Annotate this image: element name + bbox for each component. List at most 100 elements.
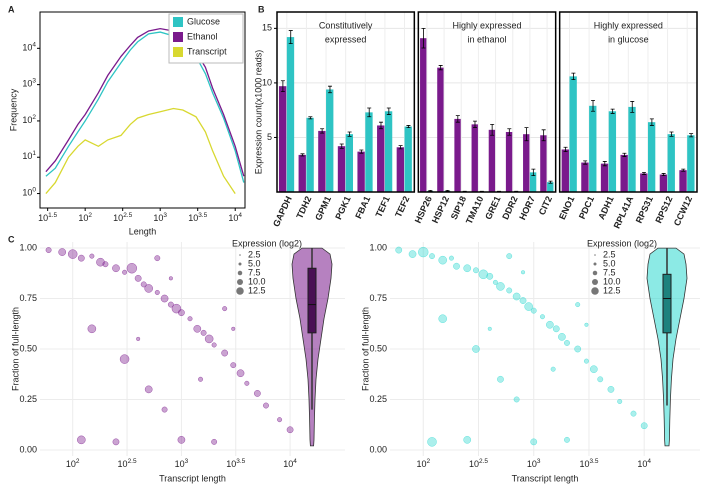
error-bar — [541, 129, 546, 142]
point — [574, 345, 582, 353]
error-bar — [642, 171, 647, 175]
bar — [377, 125, 385, 192]
bar — [659, 174, 668, 192]
y-tick-label: 0.50 — [369, 343, 387, 353]
point — [486, 272, 494, 280]
group-frame — [558, 11, 698, 193]
point — [473, 267, 479, 274]
bar — [600, 163, 609, 192]
panel-label: B — [258, 4, 265, 14]
bar — [437, 67, 444, 192]
bar — [608, 111, 617, 192]
point — [168, 276, 173, 281]
legend-size — [592, 270, 598, 276]
error-bar — [378, 121, 383, 130]
x-tick-label: 102.5 — [469, 458, 488, 470]
bar — [286, 37, 295, 192]
point — [198, 376, 204, 382]
x-tick-label: TEF1 — [374, 195, 392, 219]
bar — [454, 118, 461, 192]
point — [597, 376, 604, 383]
legend-swatch — [173, 17, 183, 27]
point — [496, 282, 505, 291]
bar — [318, 130, 326, 192]
point — [552, 325, 560, 333]
bar — [589, 105, 597, 192]
error-bar — [649, 118, 654, 126]
bar — [306, 117, 314, 192]
point — [140, 281, 147, 288]
point — [520, 270, 526, 275]
x-tick-label: TDH2 — [294, 195, 313, 221]
x-tick-label: GPM1 — [313, 195, 333, 222]
legend-swatch — [173, 32, 183, 42]
x-tick-label: 104 — [283, 458, 297, 470]
error-bar — [339, 143, 344, 149]
legend-size — [592, 279, 598, 285]
point — [453, 262, 460, 270]
x-tick-label: CIT2 — [537, 195, 554, 217]
point — [513, 396, 520, 403]
point — [640, 422, 648, 430]
legend-size — [591, 287, 599, 295]
point — [193, 324, 202, 333]
point — [134, 274, 142, 282]
point — [211, 342, 217, 348]
point — [154, 289, 160, 295]
point — [497, 375, 504, 383]
y-tick-label: 5 — [267, 132, 272, 142]
bar — [569, 76, 577, 192]
y-tick-label: 100 — [22, 186, 36, 198]
box — [307, 267, 317, 334]
x-tick-label: 101.5 — [38, 212, 57, 224]
legend-label: Transcript — [187, 46, 227, 56]
legend-swatch — [173, 47, 183, 57]
point — [575, 302, 581, 308]
error-bar — [563, 146, 568, 153]
point — [530, 307, 537, 314]
point — [230, 362, 237, 369]
y-tick-label: 0.25 — [19, 394, 37, 404]
error-bar — [661, 173, 666, 177]
point — [530, 438, 538, 446]
point — [102, 261, 109, 268]
error-bar — [300, 153, 305, 157]
point — [136, 336, 141, 341]
y-tick-label: 102 — [22, 114, 36, 126]
x-tick-label: PGK1 — [333, 195, 352, 221]
point — [112, 264, 120, 273]
bar — [505, 132, 513, 192]
point — [112, 438, 120, 446]
point — [144, 385, 153, 394]
x-tick-label: HOR7 — [517, 195, 537, 222]
point — [550, 366, 556, 372]
error-bar — [455, 115, 460, 123]
error-bar — [630, 101, 635, 113]
legend-label: 2.5 — [248, 249, 261, 259]
error-bar — [406, 125, 411, 129]
series-line — [45, 27, 245, 177]
point — [630, 410, 637, 417]
error-bar — [507, 128, 512, 136]
bar — [365, 112, 373, 192]
x-tick-label: 102 — [78, 212, 92, 224]
point — [200, 329, 207, 336]
error-bar — [669, 131, 674, 137]
x-tick-label: 104 — [228, 212, 242, 224]
y-axis-title: Fraction of full-length — [360, 307, 370, 391]
x-tick-label: 102 — [66, 458, 80, 470]
point — [395, 246, 403, 254]
error-bar — [689, 133, 694, 138]
x-axis-title: Transcript length — [159, 473, 226, 483]
legend-label: Glucose — [187, 16, 220, 26]
point — [87, 324, 97, 334]
group-title: Highly expressed — [594, 20, 663, 30]
point — [222, 306, 228, 312]
error-bar — [524, 127, 529, 142]
point — [448, 255, 454, 261]
bar — [357, 151, 365, 192]
point — [221, 349, 229, 357]
legend-label: 5.0 — [603, 258, 616, 268]
group-title: in ethanol — [467, 34, 506, 44]
